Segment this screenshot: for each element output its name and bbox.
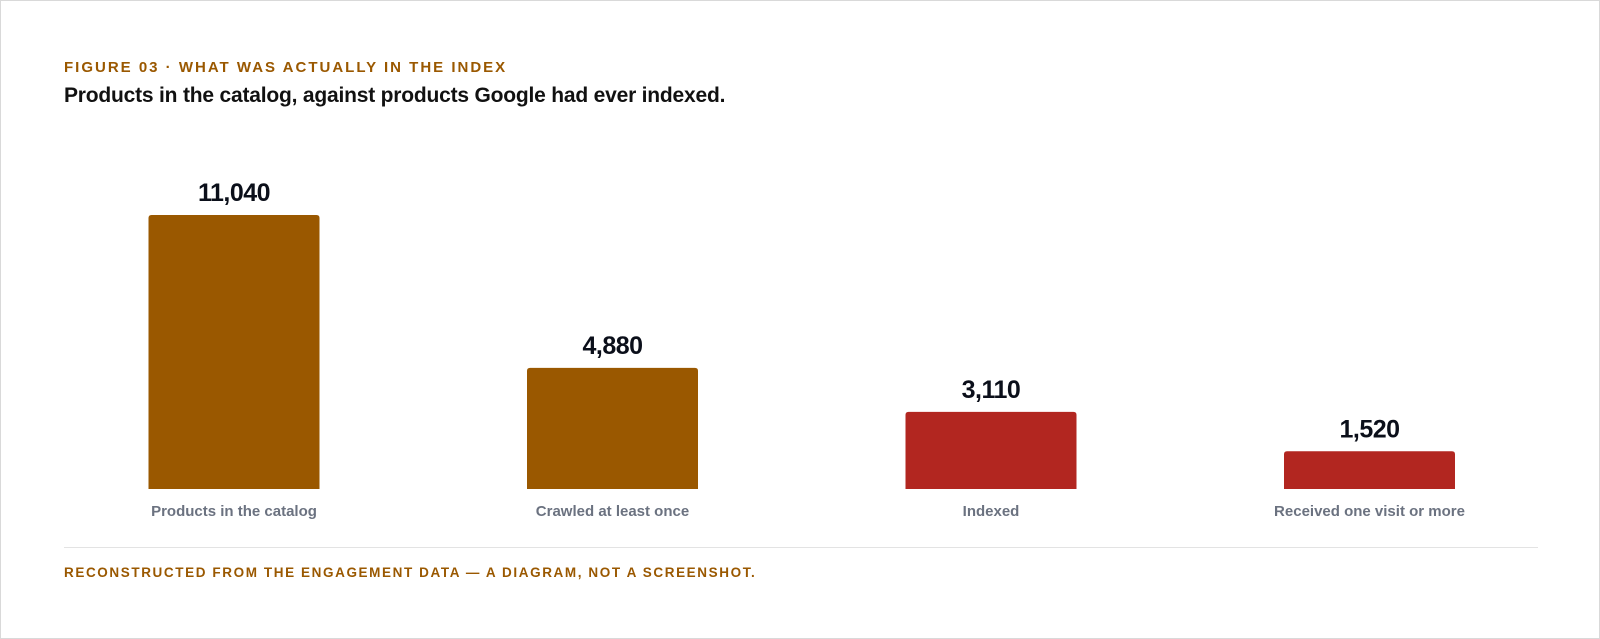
bar-1	[527, 367, 698, 489]
category-label-2: Indexed	[963, 503, 1020, 520]
figure-title: Products in the catalog, against product…	[64, 84, 726, 107]
figure-eyebrow: FIGURE 03 · WHAT WAS ACTUALLY IN THE IND…	[64, 59, 508, 76]
footer-divider	[64, 547, 1538, 548]
bar-value-label-3: 1,520	[1339, 415, 1399, 443]
bar-2	[905, 411, 1077, 489]
bar-value-label-1: 4,880	[582, 332, 642, 360]
category-label-0: Products in the catalog	[151, 503, 317, 520]
figure-footnote: RECONSTRUCTED FROM THE ENGAGEMENT DATA —…	[64, 565, 757, 580]
bar-value-label-0: 11,040	[198, 179, 270, 207]
bar-chart: 11,040 Products in the catalog 4,880 Crawle…	[148, 179, 1465, 520]
bar-0	[148, 215, 320, 489]
category-label-1: Crawled at least once	[536, 503, 689, 520]
category-label-3: Received one visit or more	[1274, 503, 1465, 520]
bar-3	[1284, 451, 1455, 489]
bar-value-label-2: 3,110	[962, 376, 1021, 404]
